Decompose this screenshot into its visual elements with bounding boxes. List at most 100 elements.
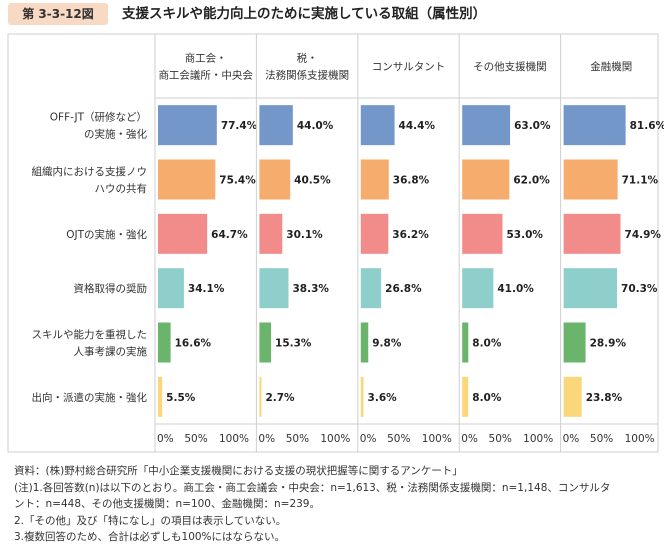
x-tick-label: 50% bbox=[590, 433, 613, 445]
bar bbox=[462, 213, 503, 254]
x-tick-label: 0% bbox=[360, 433, 377, 445]
x-tick-label: 100% bbox=[625, 433, 655, 445]
bar bbox=[360, 268, 382, 309]
note-2: 2.「その他」及び「特になし」の項目は表示していない。 bbox=[14, 514, 287, 527]
bar-value-label: 5.5% bbox=[166, 392, 196, 404]
bar-value-label: 28.9% bbox=[590, 338, 627, 350]
bar-value-label: 26.8% bbox=[385, 283, 422, 295]
category-label: 資格取得の奨励 bbox=[74, 282, 148, 295]
bar-value-label: 8.0% bbox=[472, 392, 502, 404]
bar bbox=[462, 159, 510, 200]
figure-title: 支援スキルや能力向上のために実施している取組（属性別） bbox=[122, 6, 487, 22]
series-header: 法務関係支援機関 bbox=[265, 69, 349, 82]
x-tick-label: 100% bbox=[422, 433, 452, 445]
x-tick-label: 50% bbox=[184, 433, 207, 445]
series-header: 商工会議所・中央会 bbox=[158, 69, 253, 82]
series-header: 商工会・ bbox=[185, 52, 227, 65]
bar bbox=[259, 268, 289, 309]
series-header: コンサルタント bbox=[372, 61, 446, 73]
bar bbox=[563, 322, 586, 363]
note-1: (注)1.各回答数(n)は以下のとおり。商工会・商工会議会・中央会：n=1,61… bbox=[14, 481, 611, 494]
bar bbox=[360, 105, 395, 146]
bar-value-label: 44.4% bbox=[399, 120, 436, 132]
bar bbox=[259, 322, 272, 363]
bar bbox=[158, 322, 171, 363]
x-tick-label: 0% bbox=[258, 433, 275, 445]
bar-value-label: 77.4% bbox=[221, 120, 258, 132]
bar-value-label: 38.3% bbox=[293, 283, 330, 295]
bar-value-label: 15.3% bbox=[275, 338, 312, 350]
bar-value-label: 74.9% bbox=[625, 229, 662, 241]
bar bbox=[158, 268, 184, 309]
bar bbox=[360, 213, 389, 254]
bar bbox=[462, 322, 469, 363]
category-label: スキルや能力を重視した bbox=[32, 328, 148, 341]
x-tick-label: 0% bbox=[563, 433, 580, 445]
bar-value-label: 3.6% bbox=[368, 392, 398, 404]
series-header: 金融機関 bbox=[590, 60, 632, 73]
bar-value-label: 16.6% bbox=[175, 338, 212, 350]
bar-value-label: 75.4% bbox=[219, 175, 256, 187]
bar-value-label: 41.0% bbox=[497, 283, 534, 295]
bar-value-label: 71.1% bbox=[622, 175, 659, 187]
bar-value-label: 63.0% bbox=[514, 120, 551, 132]
note-3: 3.複数回答のため、合計は必ずしも100%にはならない。 bbox=[14, 531, 286, 543]
bar bbox=[462, 376, 469, 417]
bar bbox=[563, 159, 618, 200]
bar-value-label: 81.6% bbox=[630, 120, 664, 132]
x-tick-label: 50% bbox=[489, 433, 512, 445]
series-header: 税・ bbox=[297, 52, 318, 65]
bar bbox=[462, 268, 494, 309]
bar bbox=[563, 105, 626, 146]
bar bbox=[360, 159, 389, 200]
x-tick-label: 100% bbox=[523, 433, 553, 445]
bar bbox=[158, 213, 208, 254]
bar-value-label: 8.0% bbox=[472, 338, 502, 350]
category-label: 組織内における支援ノウ bbox=[32, 165, 148, 178]
bar-value-label: 64.7% bbox=[211, 229, 248, 241]
bar-value-label: 40.5% bbox=[294, 175, 331, 187]
bar-value-label: 36.2% bbox=[392, 229, 429, 241]
x-tick-label: 50% bbox=[286, 433, 309, 445]
bar bbox=[462, 105, 511, 146]
bar bbox=[158, 159, 216, 200]
bar bbox=[563, 376, 582, 417]
bar bbox=[360, 322, 369, 363]
note-1-cont: ント：n=448、その他支援機関：n=100、金融機関：n=239。 bbox=[14, 498, 320, 510]
x-tick-label: 100% bbox=[219, 433, 249, 445]
bar bbox=[158, 376, 163, 417]
figure-number-badge: 第 3-3-12図 bbox=[8, 3, 108, 25]
bar-value-label: 53.0% bbox=[506, 229, 543, 241]
bar-value-label: 2.7% bbox=[265, 392, 295, 404]
x-tick-label: 0% bbox=[157, 433, 174, 445]
bar-value-label: 30.1% bbox=[286, 229, 323, 241]
bar bbox=[360, 376, 364, 417]
x-tick-label: 100% bbox=[320, 433, 350, 445]
bar-value-label: 23.8% bbox=[586, 392, 623, 404]
x-tick-label: 0% bbox=[461, 433, 478, 445]
bar bbox=[563, 268, 618, 309]
series-header: その他支援機関 bbox=[473, 60, 547, 73]
x-tick-label: 50% bbox=[387, 433, 410, 445]
bar-value-label: 70.3% bbox=[621, 283, 658, 295]
bar-value-label: 34.1% bbox=[188, 283, 225, 295]
category-label: 出向・派遣の実施・強化 bbox=[32, 391, 148, 404]
category-label: ハウの共有 bbox=[95, 182, 148, 195]
source-notes: 資料：(株)野村総合研究所「中小企業支援機関における支援の現状把握等に関するアン… bbox=[14, 463, 658, 546]
bar-value-label: 44.0% bbox=[297, 120, 334, 132]
bar-value-label: 9.8% bbox=[372, 338, 402, 350]
bar-value-label: 62.0% bbox=[513, 175, 550, 187]
category-label: OFF-JT（研修など） bbox=[50, 111, 147, 124]
bar bbox=[259, 159, 291, 200]
category-label: OJTの実施・強化 bbox=[66, 228, 147, 241]
grid-frame bbox=[7, 33, 659, 453]
bar bbox=[158, 105, 217, 146]
note-source: 資料：(株)野村総合研究所「中小企業支援機関における支援の現状把握等に関するアン… bbox=[14, 465, 463, 477]
bar bbox=[259, 213, 283, 254]
category-label: の実施・強化 bbox=[84, 128, 147, 141]
bar bbox=[563, 213, 621, 254]
bar bbox=[259, 376, 262, 417]
bar bbox=[259, 105, 293, 146]
category-label: 人事考課の実施 bbox=[74, 345, 148, 358]
